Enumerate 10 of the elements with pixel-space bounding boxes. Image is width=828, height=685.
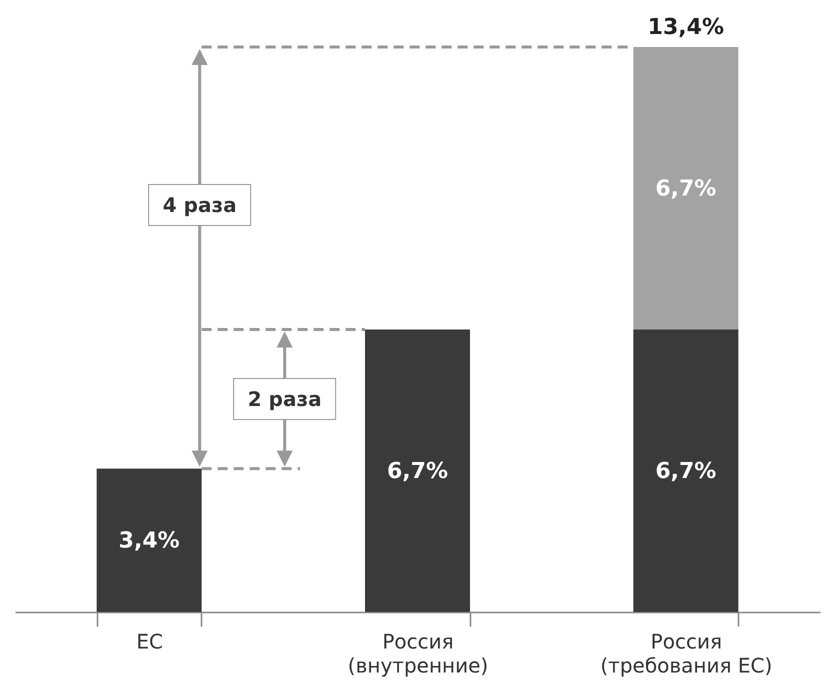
- data-label: 6,7%: [655, 458, 716, 484]
- total-label: 13,4%: [648, 15, 724, 40]
- annotation: 2 раза: [232, 378, 337, 420]
- x-tick-label: Россия (внутренние): [348, 630, 488, 678]
- data-label: 6,7%: [386, 458, 448, 484]
- data-label: 6,7%: [655, 176, 716, 202]
- data-label: 3,4%: [118, 528, 180, 554]
- x-tick-label: ЕС: [136, 630, 163, 654]
- annotation: 4 раза: [148, 184, 252, 226]
- x-tick-label: Россия (требования ЕС): [600, 630, 772, 678]
